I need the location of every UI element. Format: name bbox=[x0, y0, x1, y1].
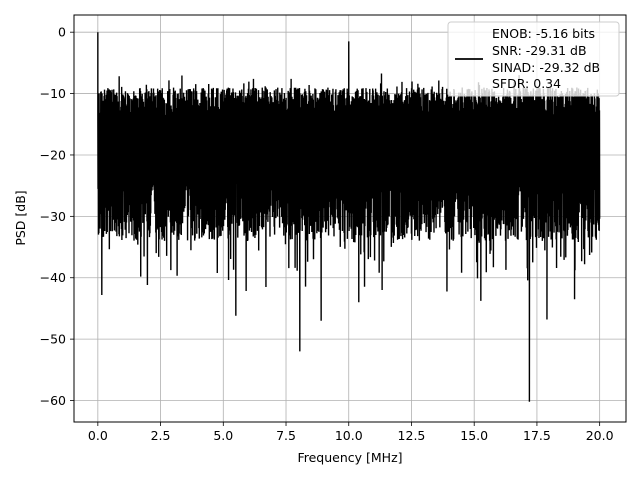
y-axis-ticks: 0 −10 −20 −30 −40 −50 −60 bbox=[40, 25, 74, 408]
legend-line-enob: ENOB: -5.16 bits bbox=[492, 26, 595, 41]
x-tick-label: 12.5 bbox=[398, 428, 426, 443]
x-tick-label: 10.0 bbox=[335, 428, 363, 443]
y-tick-label: −40 bbox=[40, 270, 66, 285]
y-tick-label: −20 bbox=[40, 147, 66, 162]
legend-line-sfdr: SFDR: 0.34 bbox=[492, 76, 561, 91]
y-tick-label: −30 bbox=[40, 209, 66, 224]
psd-line bbox=[97, 32, 601, 402]
plot-frame bbox=[73, 14, 627, 423]
y-axis-label: PSD [dB] bbox=[13, 190, 28, 245]
x-tick-label: 15.0 bbox=[460, 428, 488, 443]
y-tick-label: −10 bbox=[40, 86, 66, 101]
x-axis-ticks: 0.0 2.5 5.0 7.5 10.0 12.5 15.0 17.5 20.0 bbox=[88, 422, 614, 443]
x-tick-label: 5.0 bbox=[213, 428, 233, 443]
y-tick-label: −60 bbox=[40, 393, 66, 408]
x-tick-label: 17.5 bbox=[523, 428, 551, 443]
x-axis-label: Frequency [MHz] bbox=[297, 450, 402, 465]
x-tick-label: 0.0 bbox=[88, 428, 108, 443]
y-tick-label: −50 bbox=[40, 332, 66, 347]
legend-line-snr: SNR: -29.31 dB bbox=[492, 43, 587, 58]
legend-line-sinad: SINAD: -29.32 dB bbox=[492, 60, 600, 75]
x-tick-label: 2.5 bbox=[151, 428, 171, 443]
legend-box bbox=[447, 21, 620, 97]
x-tick-label: 20.0 bbox=[586, 428, 614, 443]
legend: ENOB: -5.16 bits SNR: -29.31 dB SINAD: -… bbox=[447, 21, 620, 97]
psd-series bbox=[97, 32, 601, 402]
x-tick-label: 7.5 bbox=[276, 428, 296, 443]
y-tick-label: 0 bbox=[58, 25, 66, 40]
